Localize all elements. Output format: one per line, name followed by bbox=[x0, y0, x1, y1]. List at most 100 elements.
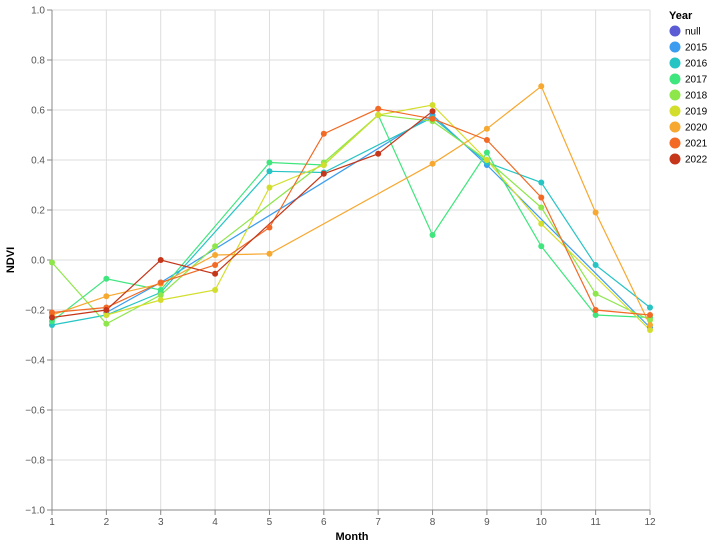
data-point-2019[interactable] bbox=[375, 112, 382, 118]
data-point-2018[interactable] bbox=[212, 243, 219, 250]
data-point-2016[interactable] bbox=[266, 168, 273, 175]
y-tick-label: 0.0 bbox=[31, 256, 45, 267]
data-point-2022[interactable] bbox=[375, 150, 382, 157]
legend-label: 2015 bbox=[685, 43, 708, 54]
data-point-2019[interactable] bbox=[103, 312, 110, 318]
data-point-2022[interactable] bbox=[103, 307, 110, 313]
series-line-2020 bbox=[51, 85, 651, 326]
data-point-2020[interactable] bbox=[429, 160, 436, 167]
y-tick-label: 1.0 bbox=[31, 6, 45, 17]
data-point-2019[interactable] bbox=[212, 287, 219, 293]
data-point-2016[interactable] bbox=[647, 304, 653, 311]
data-point-2022[interactable] bbox=[157, 257, 164, 263]
data-point-2021[interactable] bbox=[483, 137, 490, 143]
data-point-2019[interactable] bbox=[429, 102, 436, 108]
x-tick-label: 7 bbox=[375, 517, 381, 528]
data-point-2020[interactable] bbox=[103, 293, 110, 300]
data-point-2021[interactable] bbox=[592, 307, 599, 313]
data-point-2021[interactable] bbox=[266, 224, 273, 231]
legend-label: 2016 bbox=[685, 59, 708, 70]
legend-item-2015[interactable]: 2015 bbox=[669, 41, 708, 54]
data-point-2017[interactable] bbox=[483, 149, 490, 156]
data-point-2018[interactable] bbox=[538, 204, 545, 211]
legend-item-2018[interactable]: 2018 bbox=[669, 89, 708, 102]
data-point-2017[interactable] bbox=[592, 312, 599, 318]
data-point-2020[interactable] bbox=[266, 250, 273, 257]
data-point-2019[interactable] bbox=[266, 184, 273, 191]
x-tick-label: 5 bbox=[267, 517, 273, 528]
y-tick-label: 0.6 bbox=[31, 106, 45, 117]
data-point-2022[interactable] bbox=[212, 270, 219, 277]
data-point-2020[interactable] bbox=[483, 125, 490, 132]
data-point-2017[interactable] bbox=[103, 275, 110, 282]
data-point-2018[interactable] bbox=[157, 292, 164, 298]
x-tick-label: 8 bbox=[430, 517, 436, 528]
data-point-2016[interactable] bbox=[538, 179, 545, 186]
legend-item-2021[interactable]: 2021 bbox=[669, 137, 708, 150]
x-tick-label: 10 bbox=[536, 517, 548, 528]
x-tick-label: 6 bbox=[321, 517, 327, 528]
data-point-2020[interactable] bbox=[212, 252, 219, 258]
data-point-2018[interactable] bbox=[49, 259, 55, 266]
legend-label: 2022 bbox=[685, 155, 708, 166]
data-point-2021[interactable] bbox=[647, 312, 653, 318]
data-point-2021[interactable] bbox=[157, 279, 164, 286]
x-tick-label: 3 bbox=[158, 517, 164, 528]
data-point-2021[interactable] bbox=[49, 309, 55, 316]
legend-swatch bbox=[669, 41, 681, 53]
series-lines bbox=[51, 85, 651, 331]
data-point-2019[interactable] bbox=[320, 162, 327, 168]
series-line-2016 bbox=[51, 116, 651, 326]
y-tick-label: 0.8 bbox=[31, 56, 45, 67]
legend-item-null[interactable]: null bbox=[669, 25, 701, 38]
legend-label: 2017 bbox=[685, 75, 708, 86]
grid-lines bbox=[51, 9, 651, 511]
legend: Year null 2015 2016 2017 2018 2019 2020 2021 202… bbox=[669, 10, 708, 166]
data-point-2017[interactable] bbox=[266, 159, 273, 166]
data-point-2018[interactable] bbox=[592, 290, 599, 297]
x-tick-label: 2 bbox=[104, 517, 110, 528]
x-tick-label: 12 bbox=[644, 517, 656, 528]
legend-item-2017[interactable]: 2017 bbox=[669, 73, 708, 86]
y-tick-label: −0.8 bbox=[25, 456, 45, 467]
data-point-2019[interactable] bbox=[647, 327, 653, 333]
data-point-2022[interactable] bbox=[320, 170, 327, 177]
legend-items: null 2015 2016 2017 2018 2019 2020 2021 2022 bbox=[669, 25, 708, 166]
legend-label: 2020 bbox=[685, 123, 708, 134]
data-point-2019[interactable] bbox=[483, 157, 490, 163]
legend-swatch bbox=[669, 57, 681, 69]
data-point-2019[interactable] bbox=[538, 220, 545, 227]
data-point-2017[interactable] bbox=[538, 243, 545, 250]
data-point-2022[interactable] bbox=[49, 314, 55, 321]
legend-label: 2021 bbox=[685, 139, 708, 150]
data-point-2020[interactable] bbox=[538, 83, 545, 90]
x-tick-label: 1 bbox=[49, 517, 55, 528]
data-point-2020[interactable] bbox=[647, 322, 653, 328]
legend-item-2019[interactable]: 2019 bbox=[669, 105, 708, 118]
x-axis-title: Month bbox=[336, 531, 369, 543]
data-point-2019[interactable] bbox=[157, 297, 164, 303]
legend-swatch bbox=[669, 137, 681, 149]
tick-labels: −1.0−0.8−0.6−0.4−0.20.00.20.40.60.81.01 2… bbox=[25, 6, 656, 529]
data-point-2021[interactable] bbox=[375, 105, 382, 112]
data-point-2021[interactable] bbox=[320, 130, 327, 137]
data-point-2016[interactable] bbox=[592, 262, 599, 268]
legend-item-2022[interactable]: 2022 bbox=[669, 153, 708, 166]
data-point-2017[interactable] bbox=[429, 232, 436, 238]
data-point-2020[interactable] bbox=[592, 209, 599, 216]
data-point-2017[interactable] bbox=[157, 287, 164, 293]
y-tick-label: 0.2 bbox=[31, 206, 45, 217]
data-point-2018[interactable] bbox=[103, 320, 110, 327]
data-point-2021[interactable] bbox=[212, 262, 219, 268]
data-point-2018[interactable] bbox=[647, 317, 653, 323]
series-line-2021 bbox=[51, 108, 651, 316]
legend-swatch bbox=[669, 73, 681, 85]
legend-label: null bbox=[685, 27, 701, 38]
data-point-2021[interactable] bbox=[538, 194, 545, 201]
data-point-2022[interactable] bbox=[429, 108, 436, 115]
data-point-2021[interactable] bbox=[429, 115, 436, 122]
y-tick-label: −0.6 bbox=[25, 406, 45, 417]
legend-item-2016[interactable]: 2016 bbox=[669, 57, 708, 70]
legend-item-2020[interactable]: 2020 bbox=[669, 121, 708, 134]
